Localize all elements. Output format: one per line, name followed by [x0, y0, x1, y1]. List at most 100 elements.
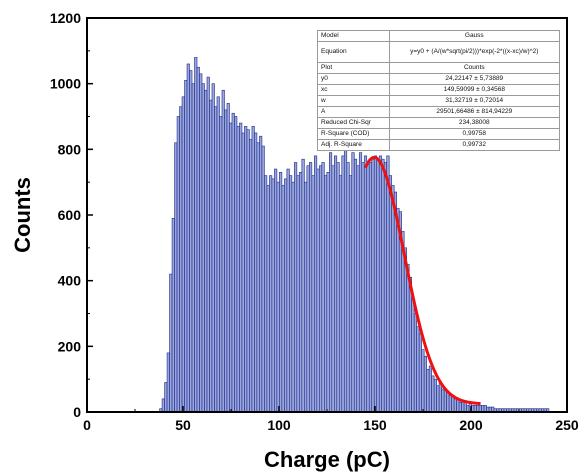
fit-table-value: Counts	[388, 62, 561, 74]
gaussian-fit-curve	[364, 155, 481, 406]
y-tick-label: 800	[58, 141, 82, 157]
y-axis-title: Counts	[10, 177, 35, 253]
x-tick-label: 0	[83, 417, 91, 433]
histogram-bar	[249, 139, 253, 413]
x-axis-title: Charge (pC)	[264, 447, 390, 472]
fit-table-label: w	[317, 95, 390, 107]
histogram-bar	[328, 152, 333, 413]
histogram-bar	[418, 332, 422, 413]
histogram-bar	[256, 142, 260, 413]
y-tick-label: 1200	[50, 10, 81, 26]
histogram-bar	[204, 89, 208, 413]
x-tick-label: 200	[459, 417, 483, 433]
fit-table-label: Model	[317, 30, 390, 42]
histogram-bar	[234, 116, 238, 413]
histogram-bar	[309, 162, 313, 413]
histogram-bar	[181, 96, 185, 413]
histogram-bar	[348, 175, 353, 413]
histogram-bar	[373, 155, 378, 413]
histogram-bar	[164, 382, 168, 413]
histogram-bar	[314, 155, 318, 413]
x-tick-label: 250	[555, 417, 579, 433]
histogram-bar	[346, 162, 350, 413]
histogram-bar	[171, 217, 175, 413]
y-tick-label: 400	[58, 273, 82, 289]
histogram-bar	[391, 185, 395, 413]
histogram-bar	[338, 175, 343, 413]
fit-table-row: A 29501,66486 ± 814,94229	[317, 106, 561, 118]
histogram-bar	[179, 106, 183, 413]
histogram-bar	[246, 129, 250, 413]
histogram-bar	[446, 391, 450, 413]
histogram-bar	[413, 313, 417, 413]
histogram-bar	[186, 63, 190, 413]
histogram-bar	[236, 126, 240, 413]
histogram-bar	[176, 116, 180, 413]
histogram-bar	[383, 162, 388, 413]
fit-table-value: Gauss	[388, 30, 561, 42]
histogram-bar	[353, 158, 358, 413]
histogram-bar	[388, 175, 393, 413]
histogram-bar	[396, 208, 400, 413]
histogram-bar	[206, 76, 210, 413]
histogram-bar	[311, 175, 315, 413]
histogram-bar	[306, 165, 310, 413]
histogram-bar	[336, 162, 340, 413]
histogram-bar	[431, 375, 435, 413]
histogram-bar	[438, 382, 442, 413]
histogram-bar	[426, 369, 430, 413]
y-tick-label: 1000	[50, 76, 81, 92]
histogram-bar	[276, 181, 280, 413]
histogram-bar	[189, 70, 193, 413]
histogram-bar	[343, 149, 348, 413]
axis-ticks: 0 50 100 150 200 250 0 200 400 600 800 1000 1200	[50, 10, 579, 433]
fit-table-row: R-Square (COD) 0,99758	[317, 128, 561, 140]
histogram-bar	[433, 378, 437, 413]
histogram-bar	[264, 175, 268, 413]
histogram-bar	[319, 165, 323, 413]
histogram-bar	[378, 155, 383, 413]
fit-table-label: xc	[317, 84, 390, 96]
histogram-bar	[191, 83, 195, 413]
histogram-bar	[221, 89, 225, 413]
x-tick-label: 100	[267, 417, 291, 433]
histogram-bar	[244, 126, 248, 413]
histogram-bar	[408, 277, 412, 413]
fit-table-label: Adj. R-Square	[317, 139, 390, 151]
histogram-bar	[423, 355, 427, 413]
histogram-bar	[356, 165, 360, 413]
histogram-bar	[231, 112, 235, 413]
histogram-bar	[289, 175, 293, 413]
histogram-bar	[376, 158, 380, 413]
histogram-bar	[241, 132, 245, 413]
histogram-bar	[316, 168, 320, 413]
histogram-bar	[326, 172, 330, 413]
histogram-bar	[294, 162, 298, 413]
histogram-bar	[266, 185, 270, 413]
histogram-bar	[301, 158, 305, 413]
histogram-bar	[416, 326, 420, 413]
histogram-bar	[463, 401, 467, 413]
histogram-bar	[279, 172, 283, 413]
histogram-bar	[443, 388, 447, 413]
fit-table-row: w 31,32719 ± 0,72014	[317, 95, 561, 107]
histogram-bar	[341, 155, 345, 413]
fit-table-value: y=y0 + (A/(w*sqrt(pi/2)))*exp(-2*((x-xc)…	[388, 41, 561, 63]
histogram-bar	[331, 165, 335, 413]
histogram-bar	[299, 172, 303, 413]
y-tick-label: 200	[58, 338, 82, 354]
fit-table-row: y0 24,22147 ± 5,73889	[317, 73, 561, 85]
histogram-bar	[174, 142, 178, 413]
histogram-bar	[281, 185, 285, 413]
histogram-bar	[259, 135, 263, 413]
histogram-bar	[304, 181, 308, 413]
histogram-bar	[284, 178, 288, 413]
histogram-bar	[351, 152, 355, 413]
histogram-bar	[393, 191, 398, 413]
histogram-bar	[461, 401, 465, 413]
histogram-bar	[296, 175, 300, 413]
fit-table-value: 0,99732	[388, 139, 561, 151]
y-tick-label: 600	[58, 207, 82, 223]
histogram-bar	[436, 385, 440, 413]
x-tick-label: 150	[363, 417, 387, 433]
